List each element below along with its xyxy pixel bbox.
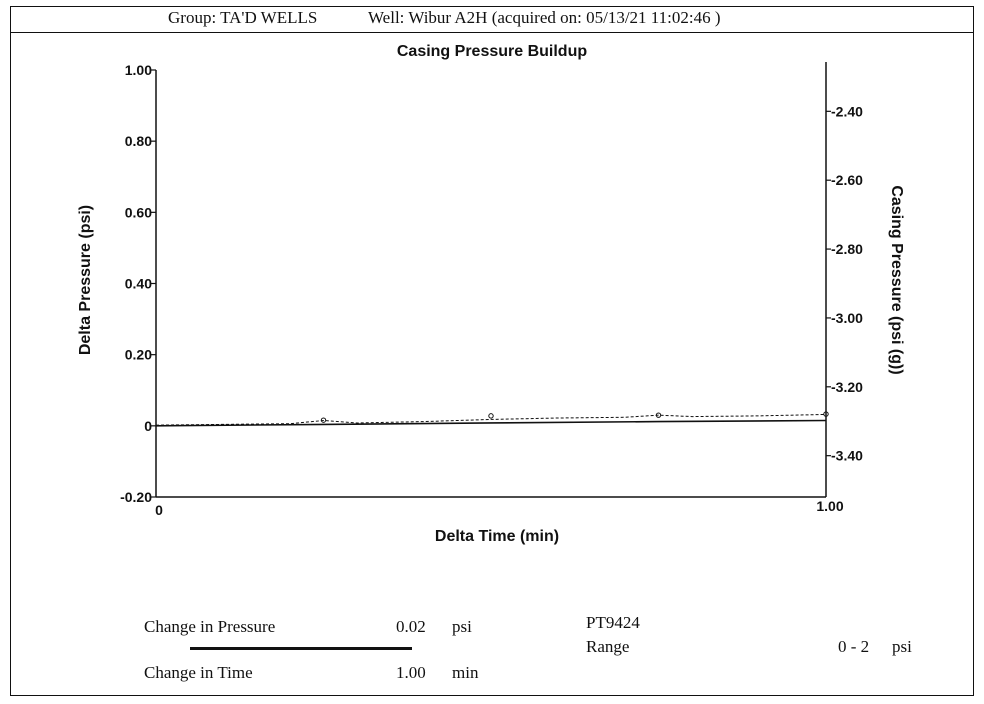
y2-tick-label: -2.80 [831,241,863,257]
group-label: Group: TA'D WELLS [168,8,318,27]
data-point [488,413,494,419]
y-tick-label: -0.20 [120,489,152,505]
x-tick-label: 0 [155,502,163,518]
range-value: 0 - 2 [838,637,870,656]
series-line-1 [155,419,827,427]
change-time-value: 1.00 [396,663,426,682]
change-time-label: Change in Time [144,663,253,682]
sensor-id: PT9424 [586,613,640,632]
change-pressure-unit: psi [452,617,472,636]
y-tick-label: 0 [144,418,152,434]
data-point [320,417,327,423]
well-label: Well: Wibur A2H (acquired on: 05/13/21 1… [368,8,721,27]
footer-rule [190,647,412,650]
x-axis-label: Delta Time (min) [434,528,560,545]
y2-tick-label: -2.40 [831,103,863,119]
chart-title: Casing Pressure Buildup [396,43,588,60]
range-unit: psi [892,637,912,656]
change-time-unit: min [452,663,479,682]
y2-tick-label: -3.20 [831,379,863,395]
header-divider [10,32,974,33]
y2-tick-label: -3.00 [831,310,863,326]
series-line-2 [155,413,827,426]
y2-tick-label: -3.40 [831,448,863,464]
change-pressure-label: Change in Pressure [144,617,276,636]
change-pressure-value: 0.02 [396,617,426,636]
y-tick-label: 0.80 [125,133,152,149]
y-tick-label: 1.00 [125,62,152,78]
data-point [823,411,829,417]
y-tick-label: 0.60 [125,204,152,220]
data-point [655,412,662,418]
y-tick-label: 0.20 [125,347,152,363]
report-frame [10,6,974,696]
x-tick-label: 1.00 [816,498,843,514]
range-label: Range [586,637,630,656]
y2-tick-label: -2.60 [831,172,863,188]
y-tick-label: 0.40 [125,276,152,292]
